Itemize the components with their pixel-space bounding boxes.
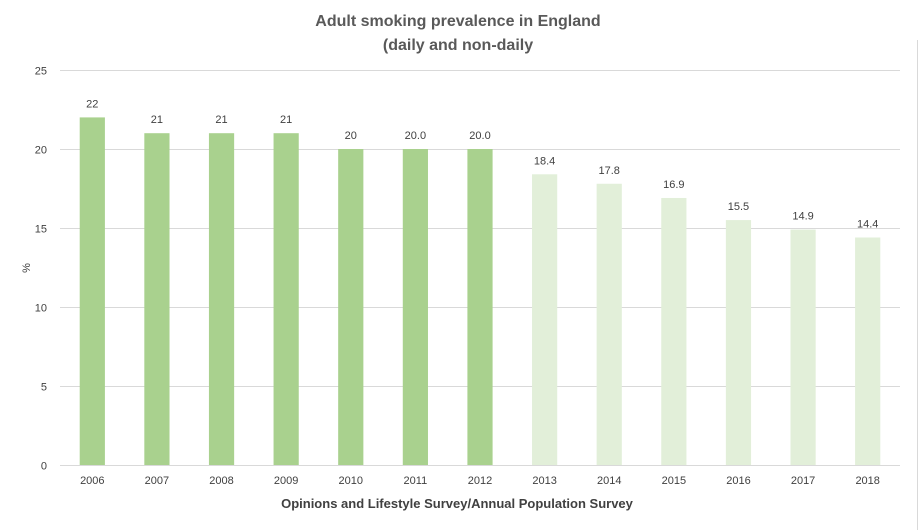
data-label-2009: 21	[280, 114, 292, 126]
x-tick-label-2015: 2015	[662, 475, 686, 487]
bar-2014	[596, 183, 622, 465]
x-tick-label-2017: 2017	[791, 475, 815, 487]
x-tick-label-2014: 2014	[597, 475, 621, 487]
data-label-2012: 20.0	[469, 130, 490, 142]
chart-subtitle: (daily and non-daily	[383, 37, 533, 54]
data-label-2007: 21	[151, 114, 163, 126]
x-tick-label-2012: 2012	[468, 475, 492, 487]
data-label-2013: 18.4	[534, 155, 555, 167]
y-axis-title: %	[21, 263, 33, 273]
x-tick-label-2013: 2013	[532, 475, 556, 487]
axis-layer: 0 5 10 15 20 25 2006 2007 2008 2009 2010 2011 2012 20…	[35, 66, 880, 488]
data-label-2008: 21	[215, 114, 227, 126]
bar-2015	[661, 197, 687, 466]
bar-2011	[402, 149, 428, 465]
bar-2006	[79, 117, 105, 466]
data-label-2017: 14.9	[792, 211, 813, 223]
x-axis-title: Opinions and Lifestyle Survey/Annual Pop…	[281, 496, 634, 511]
bar-2012	[467, 149, 493, 465]
bar-2016	[725, 220, 752, 465]
data-label-2015: 16.9	[663, 179, 684, 191]
y-tick-label: 25	[35, 66, 47, 78]
bar-2007	[144, 133, 170, 465]
x-tick-label-2007: 2007	[145, 475, 169, 487]
x-tick-label-2016: 2016	[726, 475, 750, 487]
y-tick-label: 5	[41, 382, 47, 394]
data-label-2018: 14.4	[857, 218, 878, 230]
data-label-2016: 15.5	[728, 201, 749, 213]
y-tick-label: 0	[41, 461, 47, 473]
data-label-2014: 17.8	[599, 165, 620, 177]
data-label-2010: 20	[345, 130, 357, 142]
bar-2018	[855, 237, 881, 465]
data-label-2011: 20.0	[405, 130, 426, 142]
bar-layer	[79, 117, 881, 466]
y-tick-label: 10	[35, 303, 47, 315]
y-tick-label: 20	[35, 145, 47, 157]
bar-2010	[338, 149, 364, 465]
x-tick-label-2009: 2009	[274, 475, 298, 487]
bar-2017	[790, 229, 816, 465]
label-layer: 22 21 21 21 20 20.0 20.0 18.4 17.8 16.9 15.5 14.9 14…	[86, 98, 878, 230]
bar-2013	[532, 174, 558, 465]
y-tick-label: 15	[35, 224, 47, 236]
bar-2009	[273, 133, 299, 465]
chart-title: Adult smoking prevalence in England	[315, 13, 600, 30]
x-tick-label-2006: 2006	[80, 475, 104, 487]
x-tick-label-2010: 2010	[339, 475, 363, 487]
x-tick-label-2008: 2008	[209, 475, 233, 487]
data-label-2006: 22	[86, 98, 98, 110]
bar-2008	[208, 133, 235, 465]
x-tick-label-2011: 2011	[404, 475, 428, 487]
x-tick-label-2018: 2018	[855, 475, 879, 487]
